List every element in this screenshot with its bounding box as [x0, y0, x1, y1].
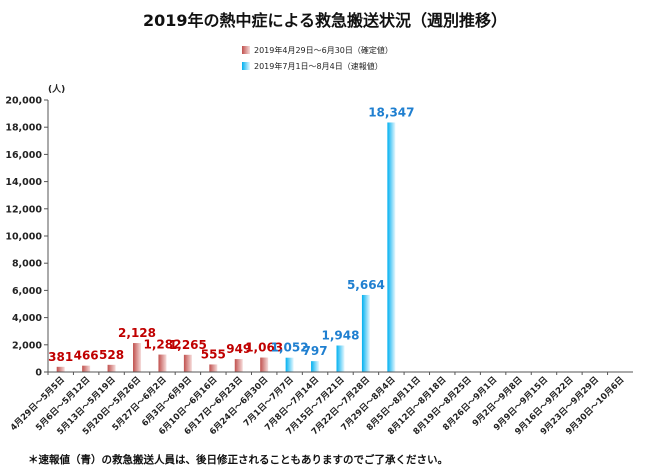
bar-preliminary: [285, 357, 294, 372]
bar-confirmed: [82, 365, 91, 372]
bar-preliminary: [361, 294, 370, 372]
y-tick-label: 12,000: [5, 204, 42, 215]
value-label: 1,265: [169, 338, 207, 352]
y-tick-label: 10,000: [5, 232, 42, 243]
value-label: 18,347: [368, 105, 414, 119]
y-tick-label: 18,000: [5, 123, 42, 134]
bar-confirmed: [158, 354, 167, 372]
value-label: 381: [48, 350, 73, 364]
y-tick-label: 20,000: [5, 96, 42, 107]
value-label: 5,664: [347, 278, 385, 292]
y-tick-label: 16,000: [5, 150, 42, 161]
y-unit-label: (人): [48, 83, 65, 95]
value-label: 1,948: [322, 329, 360, 343]
value-label: 528: [99, 348, 124, 362]
chart-title: 2019年の熱中症による救急搬送状況（週別推移）: [143, 11, 507, 30]
bar-confirmed: [209, 364, 218, 372]
value-label: 1,063: [245, 341, 283, 355]
value-label: 466: [74, 349, 99, 363]
bar-confirmed: [183, 354, 192, 372]
y-tick-label: 4,000: [12, 313, 42, 324]
bar-preliminary: [387, 122, 396, 372]
value-label: 1,052: [271, 341, 309, 355]
y-tick-label: 14,000: [5, 177, 42, 188]
x-axis: 4月29日～5月5日5月6日～5月12日5月13日～5月19日5月20日～5月2…: [9, 371, 633, 437]
y-axis: 0 2,000 4,000 6,000 8,000 10,000 12,000 14,000 1…: [5, 96, 49, 379]
y-tick-label: 0: [35, 368, 42, 379]
value-label: 949: [226, 342, 251, 356]
value-label: 1,282: [143, 338, 181, 352]
legend-label-confirmed: 2019年4月29日～6月30日（確定値）: [254, 45, 393, 55]
bar-confirmed: [133, 343, 142, 372]
bar-confirmed: [107, 364, 116, 372]
legend-label-preliminary: 2019年7月1日～8月4日（速報値）: [254, 61, 383, 71]
footnote: ＊速報値（青）の救急搬送人員は、後日修正されることもありますのでご了承ください。: [28, 453, 448, 466]
bar-preliminary: [311, 361, 320, 372]
legend-swatch-confirmed: [242, 46, 250, 54]
bar-confirmed: [56, 366, 65, 372]
bars: [56, 122, 396, 372]
y-tick-label: 8,000: [12, 259, 42, 270]
y-tick-label: 2,000: [12, 340, 42, 351]
value-label: 797: [303, 344, 328, 358]
bar-confirmed: [260, 357, 269, 372]
bar-preliminary: [336, 345, 345, 372]
legend-swatch-preliminary: [242, 62, 250, 70]
value-label: 2,128: [118, 326, 156, 340]
bar-confirmed: [234, 359, 243, 372]
legend: 2019年4月29日～6月30日（確定値） 2019年7月1日～8月4日（速報値…: [242, 45, 393, 71]
value-label: 555: [201, 347, 226, 361]
y-tick-label: 6,000: [12, 286, 42, 297]
